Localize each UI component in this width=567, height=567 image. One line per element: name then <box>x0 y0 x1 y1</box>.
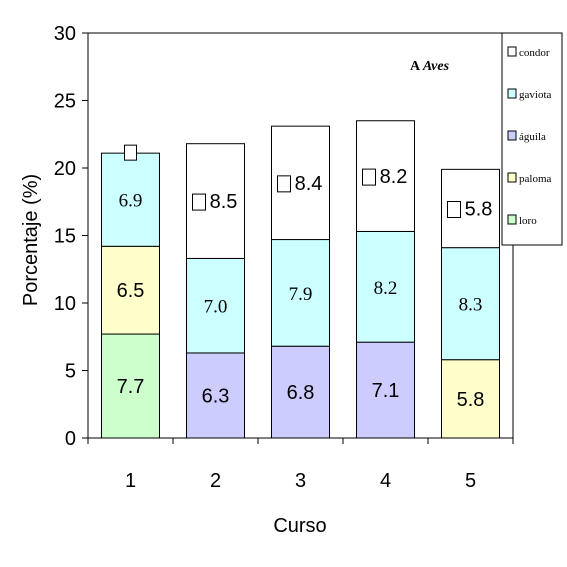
data-label: 8.2 <box>374 278 398 299</box>
bar-segment <box>441 359 500 439</box>
y-tick-label: 0 <box>65 428 76 450</box>
top-marker <box>124 144 137 161</box>
bar-segment <box>101 245 160 335</box>
bars-group: 7.7 6.5 6.9 6.3 7.0 8.5 6.8 7.9 8.4 7.1 8.2 8.2 5.8 8… <box>101 120 500 439</box>
y-tick-label: 20 <box>54 158 76 180</box>
legend-label: águila <box>519 131 546 143</box>
condor-swatch-marker <box>447 201 461 218</box>
bar-segment <box>101 152 160 247</box>
data-label: 7.7 <box>117 376 145 398</box>
y-tick-label: 25 <box>54 91 76 113</box>
x-tick-label: 2 <box>210 470 221 492</box>
data-label: 6.5 <box>117 280 145 302</box>
bar-segment <box>186 352 245 439</box>
x-tick-label: 1 <box>125 470 136 492</box>
data-label: 6.9 <box>119 191 143 212</box>
y-tick-label: 30 <box>54 23 76 45</box>
data-label: 8.4 <box>295 173 323 195</box>
x-axis-title: Curso <box>273 515 326 537</box>
data-label: 7.9 <box>289 284 313 305</box>
legend: condor gaviota águila paloma loro <box>501 32 563 246</box>
data-label: 8.3 <box>459 295 483 316</box>
data-label: 7.1 <box>372 380 400 402</box>
chart-annotation: A Aves <box>410 59 450 74</box>
legend-swatch <box>507 172 517 183</box>
axes-group: 0 5 10 15 20 25 30 1 2 3 4 5 <box>54 23 514 492</box>
y-tick-label: 15 <box>54 226 76 248</box>
legend-swatch <box>507 130 517 141</box>
data-label: 8.2 <box>380 166 408 188</box>
legend-swatch <box>507 88 517 99</box>
data-label: 6.8 <box>287 382 315 404</box>
data-label: 6.3 <box>202 385 230 407</box>
legend-swatch <box>507 214 517 225</box>
data-label: 7.0 <box>204 297 228 318</box>
bar-segment <box>356 230 415 343</box>
x-tick-label: 5 <box>465 470 476 492</box>
legend-swatch <box>507 46 517 57</box>
y-axis-title: Porcentaje (%) <box>20 174 42 306</box>
y-tick-label: 10 <box>54 293 76 315</box>
x-tick-label: 3 <box>295 470 306 492</box>
data-label: 8.5 <box>210 191 238 213</box>
bar-segment <box>271 239 330 347</box>
bar-segment <box>271 345 330 439</box>
legend-label: condor <box>519 47 550 59</box>
legend-label: paloma <box>519 173 551 185</box>
condor-swatch-marker <box>192 193 206 211</box>
condor-swatch-marker <box>277 175 291 193</box>
data-label: 5.8 <box>465 199 493 221</box>
data-label: 5.8 <box>457 389 485 411</box>
bar-segment <box>186 257 245 354</box>
bar-segment <box>441 247 500 361</box>
legend-label: gaviota <box>519 89 551 101</box>
y-tick-label: 5 <box>65 361 76 383</box>
bar-segment <box>356 341 415 439</box>
condor-swatch-marker <box>362 168 376 186</box>
legend-label: loro <box>519 215 537 227</box>
x-tick-label: 4 <box>380 470 391 492</box>
